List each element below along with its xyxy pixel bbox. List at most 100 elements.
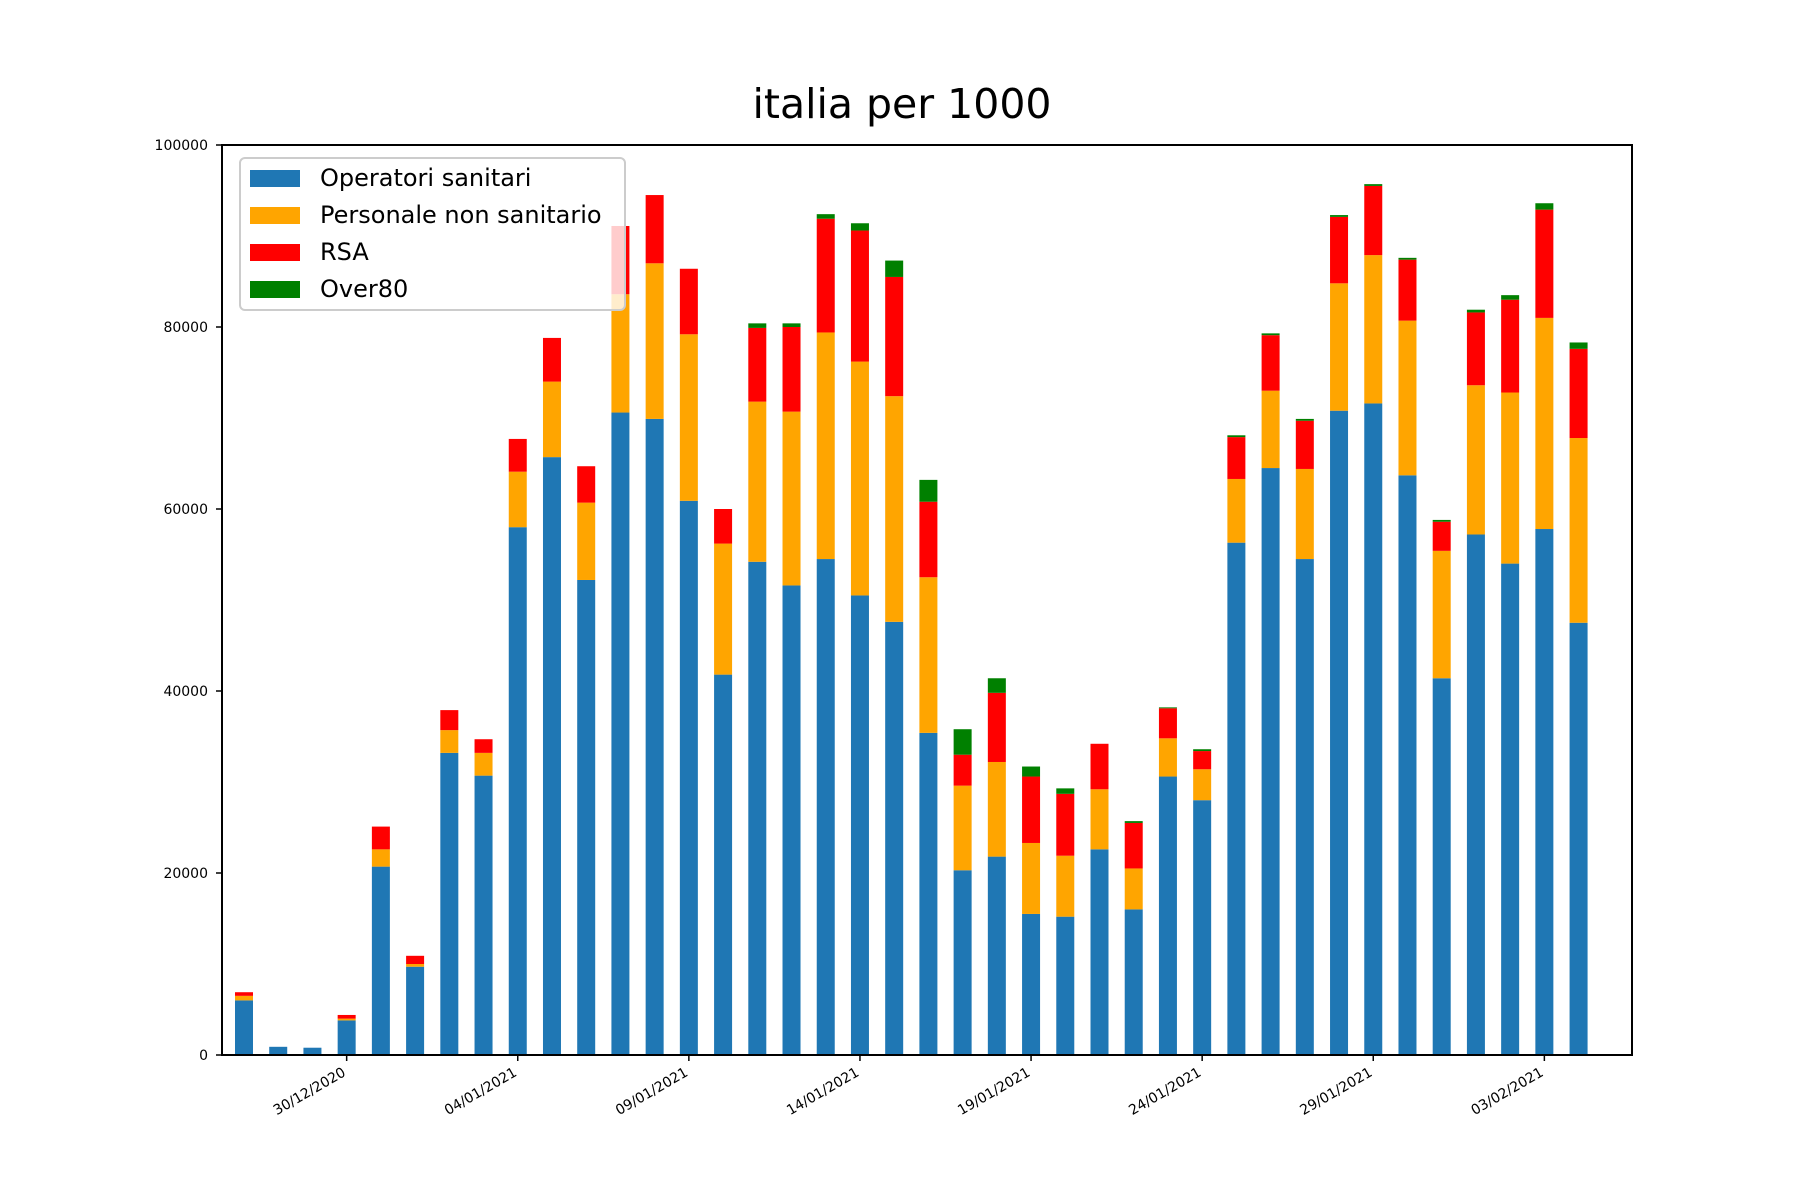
bar-personale-non-sanitario-37 <box>1466 385 1485 535</box>
bar-over80-16 <box>748 323 767 328</box>
bar-rsa-32 <box>1295 420 1314 469</box>
bar-rsa-17 <box>782 327 801 412</box>
bar-operatori-sanitari-9 <box>508 527 527 1055</box>
bar-rsa-24 <box>1022 776 1041 843</box>
bar-over80-33 <box>1330 215 1349 217</box>
bar-personale-non-sanitario-40 <box>1569 438 1588 623</box>
bar-rsa-8 <box>474 739 493 753</box>
bar-over80-40 <box>1569 342 1588 349</box>
bar-operatori-sanitari-4 <box>337 1020 356 1055</box>
bar-operatori-sanitari-27 <box>1124 909 1143 1055</box>
bar-personale-non-sanitario-18 <box>816 332 835 560</box>
legend-swatch-3 <box>250 244 300 261</box>
bar-rsa-40 <box>1569 348 1588 439</box>
bar-operatori-sanitari-5 <box>371 866 390 1055</box>
bar-operatori-sanitari-3 <box>303 1047 322 1055</box>
bar-personale-non-sanitario-35 <box>1398 320 1417 476</box>
bar-operatori-sanitari-22 <box>953 870 972 1055</box>
bar-operatori-sanitari-13 <box>645 418 664 1055</box>
bar-personale-non-sanitario-9 <box>508 471 527 528</box>
bar-operatori-sanitari-1 <box>235 1000 253 1055</box>
legend-label-4: Over80 <box>320 275 408 303</box>
y-tick-label: 80000 <box>163 320 208 336</box>
bar-operatori-sanitari-31 <box>1261 468 1280 1055</box>
bar-rsa-37 <box>1466 312 1485 386</box>
bar-over80-21 <box>919 479 938 502</box>
bar-personale-non-sanitario-22 <box>953 785 972 871</box>
bar-personale-non-sanitario-15 <box>714 543 733 675</box>
legend-swatch-4 <box>250 281 300 298</box>
bar-over80-30 <box>1227 435 1246 438</box>
plot-frame <box>221 144 1633 1056</box>
x-tick-label: 29/01/2021 <box>1297 1065 1375 1119</box>
bar-rsa-27 <box>1124 822 1143 869</box>
bar-over80-24 <box>1022 766 1041 777</box>
bar-operatori-sanitari-19 <box>850 595 869 1055</box>
x-tick-label: 30/12/2020 <box>271 1065 349 1119</box>
legend-swatch-1 <box>250 170 300 187</box>
bar-operatori-sanitari-32 <box>1295 559 1314 1055</box>
bar-over80-23 <box>987 678 1006 693</box>
bar-rsa-6 <box>406 955 425 964</box>
legend: Operatori sanitari Personale non sanitari… <box>239 157 626 311</box>
bar-rsa-18 <box>816 218 835 333</box>
bar-operatori-sanitari-33 <box>1330 410 1349 1056</box>
y-tick-label: 40000 <box>163 684 208 700</box>
bar-operatori-sanitari-36 <box>1432 678 1451 1055</box>
bar-operatori-sanitari-30 <box>1227 542 1246 1055</box>
x-axis: 30/12/2020 04/01/2021 09/01/2021 14/01/2021… <box>271 1055 1546 1119</box>
bar-rsa-26 <box>1090 743 1109 790</box>
x-tick-label: 03/02/2021 <box>1468 1065 1546 1119</box>
bar-over80-35 <box>1398 257 1417 260</box>
bar-personale-non-sanitario-25 <box>1056 855 1075 917</box>
bar-personale-non-sanitario-5 <box>371 849 390 867</box>
bar-over80-17 <box>782 323 801 327</box>
bar-personale-non-sanitario-6 <box>406 964 425 967</box>
bar-over80-36 <box>1432 519 1451 522</box>
bar-rsa-31 <box>1261 335 1280 391</box>
bar-operatori-sanitari-34 <box>1364 403 1383 1055</box>
legend-label-3: RSA <box>320 238 369 266</box>
bar-personale-non-sanitario-11 <box>577 502 596 580</box>
bar-rsa-38 <box>1501 299 1520 393</box>
bar-personale-non-sanitario-20 <box>885 396 904 622</box>
bar-personale-non-sanitario-13 <box>645 263 664 419</box>
x-tick-label: 14/01/2021 <box>784 1065 862 1119</box>
y-tick-label: 100000 <box>155 138 208 154</box>
bar-personale-non-sanitario-38 <box>1501 392 1520 564</box>
bar-operatori-sanitari-12 <box>611 412 630 1055</box>
bar-personale-non-sanitario-10 <box>542 381 561 458</box>
bar-over80-37 <box>1466 309 1485 313</box>
bar-over80-38 <box>1501 295 1520 300</box>
bar-over80-22 <box>953 729 972 755</box>
bar-rsa-14 <box>679 268 698 335</box>
bar-personale-non-sanitario-33 <box>1330 283 1349 411</box>
legend-swatch-2 <box>250 207 300 224</box>
bar-operatori-sanitari-28 <box>1158 776 1177 1055</box>
bar-rsa-7 <box>440 710 459 731</box>
x-tick-label: 19/01/2021 <box>955 1065 1033 1119</box>
bar-operatori-sanitari-8 <box>474 775 493 1055</box>
bar-rsa-36 <box>1432 521 1451 551</box>
bar-personale-non-sanitario-31 <box>1261 390 1280 469</box>
bar-operatori-sanitari-21 <box>919 732 938 1055</box>
legend-label-1: Operatori sanitari <box>320 164 531 192</box>
bar-personale-non-sanitario-14 <box>679 334 698 501</box>
bar-over80-19 <box>850 223 869 231</box>
bar-personale-non-sanitario-36 <box>1432 550 1451 679</box>
bar-personale-non-sanitario-23 <box>987 761 1006 857</box>
bar-over80-32 <box>1295 418 1314 421</box>
bar-over80-29 <box>1193 749 1212 752</box>
chart-title: italia per 1000 <box>752 80 1051 128</box>
bar-personale-non-sanitario-19 <box>850 361 869 596</box>
bar-operatori-sanitari-29 <box>1193 800 1212 1055</box>
bar-personale-non-sanitario-30 <box>1227 478 1246 543</box>
bar-rsa-34 <box>1364 185 1383 256</box>
bar-operatori-sanitari-25 <box>1056 916 1075 1055</box>
y-axis: 0 20000 40000 60000 80000 100000 <box>155 138 222 1064</box>
bar-operatori-sanitari-2 <box>269 1046 288 1055</box>
bar-rsa-4 <box>337 1014 356 1019</box>
bar-personale-non-sanitario-29 <box>1193 769 1212 801</box>
bar-rsa-30 <box>1227 437 1246 479</box>
bar-rsa-13 <box>645 195 664 264</box>
